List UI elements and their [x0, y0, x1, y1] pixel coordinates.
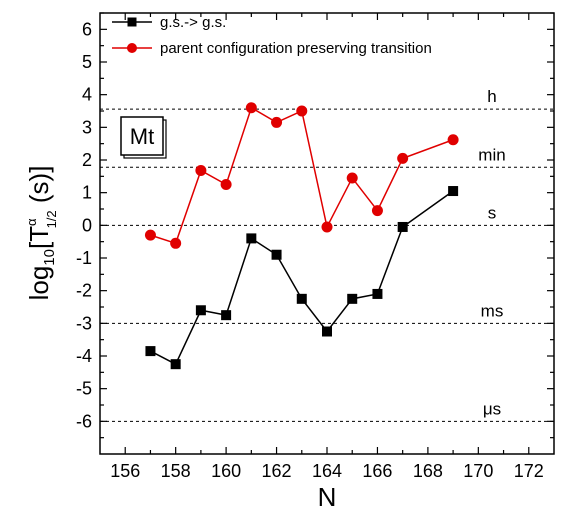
- legend-label-parent: parent configuration preserving transiti…: [160, 40, 432, 57]
- y-tick-label: -6: [76, 411, 92, 431]
- x-tick-label: 164: [312, 461, 342, 481]
- x-tick-label: 156: [110, 461, 140, 481]
- data-point-parent: [170, 237, 182, 249]
- data-point-parent: [220, 179, 232, 190]
- data-point-parent: [195, 164, 207, 176]
- data-point-gs: [195, 305, 206, 316]
- x-tick-label: 160: [211, 461, 241, 481]
- x-tick-label: 166: [362, 461, 392, 481]
- y-tick-label: -5: [76, 379, 92, 399]
- data-point-parent: [447, 134, 459, 146]
- legend-marker-gs: [127, 17, 137, 27]
- y-tick-label: -4: [76, 346, 92, 366]
- data-point-parent: [296, 105, 308, 117]
- y-tick-label: 3: [82, 117, 92, 137]
- y-tick-label: 1: [82, 183, 92, 203]
- data-point-parent: [144, 229, 156, 241]
- legend: g.s.-> g.s. parent configuration preserv…: [112, 14, 432, 57]
- data-point-parent: [346, 172, 358, 184]
- data-point-gs: [322, 326, 332, 337]
- x-tick-label: 170: [463, 461, 493, 481]
- reference-lines: h min s ms μs: [100, 87, 554, 422]
- data-point-gs: [221, 310, 232, 321]
- reference-line-label: μs: [483, 399, 501, 418]
- x-tick-label: 162: [262, 461, 292, 481]
- x-tick-label: 168: [413, 461, 443, 481]
- y-tick-label: 4: [82, 85, 92, 105]
- data-point-parent: [397, 152, 409, 164]
- y-axis-title: log10[Tα 1/2 (s)]: [24, 166, 59, 301]
- legend-label-gs: g.s.-> g.s.: [160, 14, 226, 31]
- data-point-gs: [170, 359, 181, 370]
- series-line-0: [150, 190, 454, 366]
- data-point-gs: [372, 288, 383, 299]
- y-tick-label: -1: [76, 248, 92, 268]
- y-axis-ticks: -6 -5 -4 -3 -2 -1 0 1 2 3 4 5 6: [76, 12, 554, 439]
- data-point-gs: [271, 249, 282, 260]
- reference-line-label: min: [478, 145, 505, 164]
- y-tick-label: 5: [82, 52, 92, 72]
- data-point-parent: [371, 205, 383, 217]
- data-point-parent: [271, 116, 283, 128]
- y-tick-label: -3: [76, 313, 92, 333]
- data-point-gs: [347, 293, 358, 304]
- data-point-parent: [321, 221, 333, 233]
- x-tick-label: 158: [161, 461, 191, 481]
- series-line-1: [150, 106, 454, 245]
- x-axis-title: N: [318, 482, 337, 512]
- y-tick-label: -2: [76, 281, 92, 301]
- plot-frame: [99, 12, 555, 455]
- legend-marker-parent: [127, 43, 137, 53]
- y-tick-label: 2: [82, 150, 92, 170]
- element-label-box: Mt: [120, 116, 167, 159]
- x-tick-label: 172: [514, 461, 544, 481]
- data-point-gs: [397, 221, 408, 232]
- data-point-gs: [246, 233, 257, 244]
- reference-line-label: s: [488, 203, 497, 222]
- data-point-gs: [145, 346, 156, 357]
- series-layer: [144, 102, 459, 370]
- x-axis-ticks: 156 158 160 162 164 166 168 170 172: [110, 13, 544, 481]
- data-point-parent: [245, 102, 257, 114]
- y-tick-label: 6: [82, 19, 92, 39]
- reference-line-label: ms: [481, 301, 504, 320]
- element-label: Mt: [130, 124, 154, 149]
- data-point-gs: [296, 293, 307, 304]
- data-point-gs: [448, 186, 459, 197]
- y-tick-label: 0: [82, 215, 92, 235]
- reference-line-label: h: [487, 87, 496, 106]
